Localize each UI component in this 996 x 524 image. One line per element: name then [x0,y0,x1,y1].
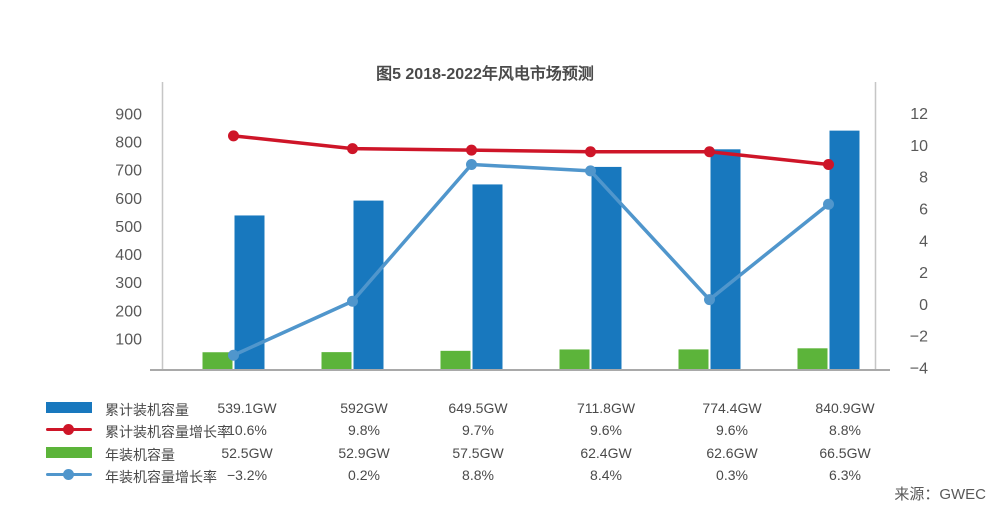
table-value: 6.3% [829,467,861,483]
table-value: 9.6% [590,422,622,438]
cumulative-capacity-bar [829,130,860,369]
cumulative-growth-legend-swatch [46,424,92,435]
right-axis-tick-label: 12 [910,106,928,123]
annual-capacity-bar [797,348,828,369]
legend-table-row: 年装机容量 52.5GW 52.9GW 57.5GW 62.4GW 62.6GW 66.5G… [0,445,996,464]
annual-growth-marker [704,294,715,306]
annual-growth-line [232,162,830,357]
left-axis-tick-label: 800 [115,135,142,152]
right-axis-tick-label: 10 [910,138,928,155]
table-value: 9.7% [462,422,494,438]
right-axis-tick-label: −4 [910,361,928,378]
annual-capacity-bar [321,352,352,369]
legend-label: 累计装机容量增长率 [105,424,231,440]
table-value: 10.6% [227,422,267,438]
annual-capacity-legend-swatch [46,447,92,458]
cumulative-growth-marker [585,146,596,158]
left-axis-tick-label: 400 [115,247,142,264]
table-value: 592GW [340,400,388,416]
left-axis-tick-label: 600 [115,191,142,208]
table-value: 0.2% [348,467,380,483]
left-axis-tick-label: 900 [115,107,142,124]
cumulative-capacity-bar [472,184,503,369]
legend-label: 年装机容量 [105,447,175,463]
annual-capacity-bar [678,349,709,369]
annual-capacity-bar [559,349,590,369]
left-axis-tick-label: 300 [115,275,142,292]
annual-capacity-bar [440,350,471,369]
cumulative-capacity-bar [710,149,741,369]
cumulative-growth-marker [823,158,834,170]
right-axis-tick-label: 2 [919,265,928,282]
table-value: 57.5GW [452,445,504,461]
table-value: 649.5GW [448,400,508,416]
annual-growth-marker [466,158,477,170]
table-value: 62.4GW [580,445,632,461]
right-axis-tick-label: 0 [919,297,928,314]
table-value: 711.8GW [576,400,636,416]
table-value: 0.3% [716,467,748,483]
table-value: 8.8% [462,467,494,483]
cumulative-growth-line [233,134,829,167]
annual-growth-marker [228,349,239,361]
annual-capacity-bar [202,352,233,369]
right-axis-tick-label: 4 [919,233,928,250]
cumulative-capacity-legend-swatch [46,402,92,413]
table-value: −3.2% [226,467,268,483]
table-value: 52.5GW [221,445,273,461]
left-axis-tick-label: 500 [115,219,142,236]
table-value: 9.6% [716,422,748,438]
legend-table-row: 年装机容量增长率 −3.2% 0.2% 8.8% 8.4% 0.3% 6.3% [0,467,996,486]
source-note: 来源：GWEC [894,486,986,503]
left-axis-tick-label: 700 [115,163,142,180]
cumulative-growth-marker [347,143,358,155]
table-value: 9.8% [348,422,380,438]
annual-growth-legend-marker-icon [63,469,74,480]
right-axis-tick-label: 8 [919,170,928,187]
table-value: 8.8% [829,422,861,438]
cumulative-growth-marker [466,144,477,156]
annual-growth-marker [823,198,834,210]
legend-table-row: 累计装机容量 539.1GW 592GW 649.5GW 711.8GW 774.4GW 8… [0,400,996,419]
legend-table-row: 累计装机容量增长率 10.6% 9.8% 9.7% 9.6% 9.6% 8.8% [0,422,996,441]
left-axis-tick-label: 100 [115,331,142,348]
annual-growth-marker [585,165,596,177]
table-value: 840.9GW [815,400,875,416]
cumulative-growth-marker [704,146,715,158]
legend-label: 累计装机容量 [105,402,189,418]
table-value: 62.6GW [706,445,758,461]
right-axis-tick-label: −2 [910,329,928,346]
cumulative-growth-legend-marker-icon [63,424,74,435]
legend-label: 年装机容量增长率 [105,469,217,485]
annual-growth-marker [347,295,358,307]
table-value: 8.4% [590,467,622,483]
table-value: 52.9GW [338,445,390,461]
annual-growth-legend-swatch [46,469,92,480]
cumulative-growth-marker [228,130,239,142]
left-axis-tick-label: 200 [115,303,142,320]
table-value: 774.4GW [702,400,762,416]
table-value: 66.5GW [819,445,871,461]
chart-title: 图5 2018-2022年风电市场预测 [376,66,594,83]
table-value: 539.1GW [217,400,277,416]
right-axis-tick-label: 6 [919,202,928,219]
